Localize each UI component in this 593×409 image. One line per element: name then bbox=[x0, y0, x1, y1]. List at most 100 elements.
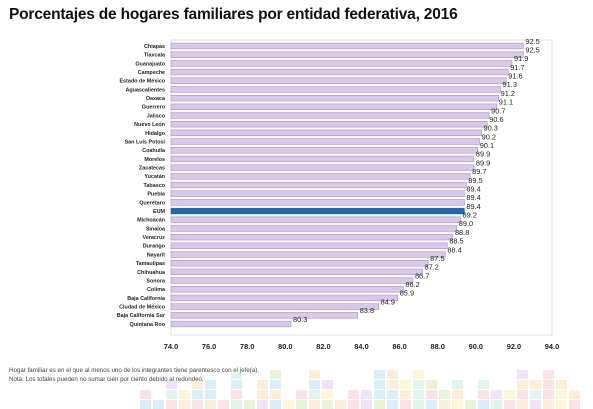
decorative-tile bbox=[166, 400, 177, 409]
value-label: 90.2 bbox=[482, 132, 496, 141]
decorative-tile bbox=[153, 400, 164, 409]
chart-title: Porcentajes de hogares familiares por en… bbox=[9, 6, 458, 23]
decorative-tile bbox=[504, 390, 515, 399]
value-label: 91.2 bbox=[501, 89, 515, 98]
bars-group bbox=[170, 42, 524, 328]
decorative-tile bbox=[543, 370, 554, 379]
decorative-tile bbox=[452, 400, 463, 409]
decorative-tile bbox=[296, 400, 307, 409]
decorative-tile bbox=[296, 390, 307, 399]
decorative-tile bbox=[400, 380, 411, 389]
bar-1 bbox=[170, 51, 524, 58]
decorative-tile bbox=[166, 380, 177, 389]
category-label: Zacatecas bbox=[139, 166, 165, 172]
bar-25 bbox=[170, 260, 429, 267]
decorative-tile bbox=[205, 400, 216, 409]
x-axis: 74.0 76.0 78.0 80.0 82.0 84.0 86.0 88.0 90.0 92.0… bbox=[164, 342, 559, 351]
value-labels: 92.592.591.991.791.691.391.291.190.790.6… bbox=[293, 37, 540, 324]
category-label: Aguascalientes bbox=[125, 87, 165, 93]
decorative-tile bbox=[530, 400, 541, 409]
decorative-tile bbox=[270, 400, 281, 409]
category-label: Nayarit bbox=[147, 252, 165, 258]
decorative-tile bbox=[569, 390, 580, 399]
category-label: Campeche bbox=[138, 70, 165, 76]
category-label: Sonora bbox=[146, 278, 166, 284]
category-label: Durango bbox=[143, 244, 166, 250]
category-label: Michoacán bbox=[137, 218, 165, 224]
x-tick-label: 78.0 bbox=[240, 342, 254, 351]
value-label: 91.3 bbox=[503, 80, 517, 89]
bar-15 bbox=[170, 173, 471, 180]
category-label: Jalisco bbox=[147, 113, 166, 119]
bar-20 bbox=[170, 216, 461, 223]
decorative-tile bbox=[556, 380, 567, 389]
category-label: Hidalgo bbox=[145, 131, 165, 137]
value-label: 87.5 bbox=[430, 254, 444, 263]
decorative-tile bbox=[283, 400, 294, 409]
category-label: Tlaxcala bbox=[144, 53, 166, 59]
footnotes: Hogar familiar es en el que al menos uno… bbox=[9, 366, 259, 384]
decorative-tile bbox=[218, 400, 229, 409]
x-tick-label: 94.0 bbox=[545, 342, 559, 351]
category-labels: Chiapas Tlaxcala Guanajuato Campeche Estado … bbox=[117, 44, 166, 328]
category-label: Sinaloa bbox=[146, 226, 166, 232]
bar-21 bbox=[170, 225, 457, 232]
decorative-tile bbox=[517, 400, 528, 409]
decorative-tile bbox=[140, 390, 151, 399]
bar-24 bbox=[170, 251, 446, 258]
decorative-tile bbox=[192, 390, 203, 399]
decorative-tile bbox=[491, 390, 502, 399]
decorative-tile bbox=[413, 400, 424, 409]
category-label: Tamaulipas bbox=[136, 261, 165, 267]
category-label: Morelos bbox=[144, 157, 165, 163]
bar-0 bbox=[170, 42, 524, 50]
value-label: 89.9 bbox=[476, 150, 490, 159]
value-label: 89.4 bbox=[466, 202, 480, 211]
category-label: San Luis Potosí bbox=[125, 139, 166, 145]
decorative-tile bbox=[439, 390, 450, 399]
x-tick-label: 92.0 bbox=[507, 342, 521, 351]
bar-26 bbox=[170, 268, 423, 276]
decorative-tile bbox=[426, 390, 437, 399]
decorative-tile bbox=[322, 380, 333, 389]
value-label: 80.3 bbox=[293, 315, 307, 324]
bar-17 bbox=[170, 190, 465, 197]
value-label: 90.7 bbox=[491, 106, 505, 115]
value-label: 90.3 bbox=[484, 124, 498, 133]
decorative-tile bbox=[348, 400, 359, 409]
value-label: 83.8 bbox=[360, 306, 374, 315]
value-label: 91.6 bbox=[508, 72, 522, 81]
decorative-tile bbox=[270, 380, 281, 389]
decorative-tile bbox=[491, 400, 502, 409]
bar-19 bbox=[170, 207, 465, 215]
bar-10 bbox=[170, 129, 482, 137]
decorative-tile bbox=[231, 380, 242, 389]
value-label: 88.8 bbox=[455, 228, 469, 237]
decorative-tile bbox=[465, 400, 476, 409]
decorative-tile bbox=[179, 390, 190, 399]
decorative-tile bbox=[387, 400, 398, 409]
value-label: 89.4 bbox=[466, 184, 480, 193]
decorative-tile bbox=[257, 390, 268, 399]
category-label: Estado de México bbox=[119, 79, 165, 85]
decorative-tile bbox=[205, 380, 216, 389]
value-label: 91.7 bbox=[510, 63, 524, 72]
decorative-tile bbox=[374, 370, 385, 379]
decorative-tile bbox=[257, 380, 268, 389]
bar-11 bbox=[170, 138, 480, 145]
decorative-tile bbox=[192, 380, 203, 389]
decorative-tile bbox=[530, 380, 541, 389]
bar-30 bbox=[170, 303, 379, 310]
decorative-tile bbox=[426, 380, 437, 389]
bar-6 bbox=[170, 94, 499, 102]
x-tick-label: 86.0 bbox=[392, 342, 406, 351]
value-label: 92.5 bbox=[525, 37, 539, 46]
decorative-tile bbox=[478, 400, 489, 409]
decorative-tile bbox=[400, 390, 411, 399]
bar-3 bbox=[170, 68, 509, 76]
value-label: 89.0 bbox=[459, 219, 473, 228]
decorative-mosaic bbox=[0, 360, 593, 409]
decorative-tile bbox=[556, 390, 567, 399]
value-label: 88.5 bbox=[449, 237, 463, 246]
value-label: 86.2 bbox=[405, 280, 419, 289]
